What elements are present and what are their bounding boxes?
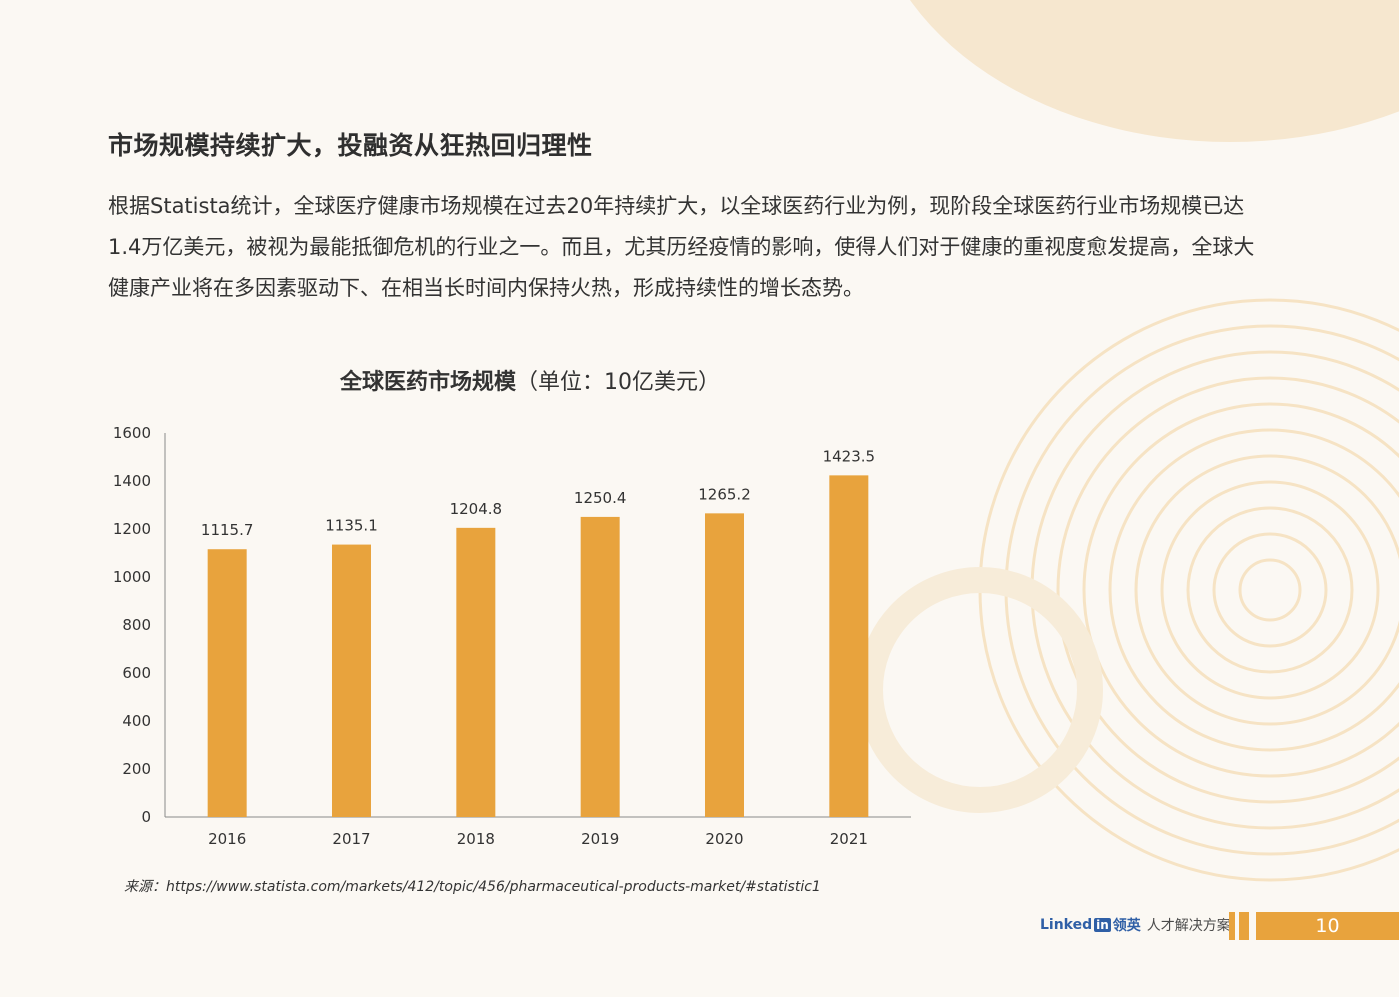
bars: 1115.7 2016 1135.1 2017 1204.8 2018 1250.4 2019… bbox=[201, 447, 875, 848]
brand-linked-text: Linked bbox=[1040, 917, 1093, 933]
page-heading: 市场规模持续扩大，投融资从狂热回归理性 bbox=[108, 131, 593, 160]
x-tick-label-2020: 2020 bbox=[705, 830, 743, 848]
brand-cn-text: 领英 bbox=[1112, 918, 1141, 934]
bar-2020 bbox=[705, 513, 744, 817]
x-tick-label-2017: 2017 bbox=[332, 830, 370, 848]
bar-2017 bbox=[332, 544, 371, 817]
y-tick-label-4: 800 bbox=[122, 616, 151, 634]
x-tick-label-2021: 2021 bbox=[830, 830, 868, 848]
intro-paragraph: 根据Statista统计，全球医疗健康市场规模在过去20年持续扩大，以全球医药行… bbox=[108, 194, 1255, 300]
bar-2018 bbox=[456, 527, 496, 817]
y-tick-label-5: 1000 bbox=[113, 568, 151, 586]
y-tick-label-2: 400 bbox=[122, 712, 151, 730]
chart-title: 全球医药市场规模（单位：10亿美元） bbox=[340, 364, 720, 396]
data-label-2019: 1250.4 bbox=[574, 489, 627, 507]
y-axis-ticks: 0 200 400 600 800 1000 1200 1400 1600 bbox=[113, 424, 151, 826]
page-number: 10 bbox=[1256, 912, 1399, 940]
data-label-2018: 1204.8 bbox=[450, 500, 503, 518]
y-tick-label-6: 1200 bbox=[113, 520, 151, 538]
linkedin-in-icon: in bbox=[1094, 918, 1111, 932]
chart-title-main: 全球医药市场规模 bbox=[340, 370, 517, 395]
source-note: 来源：https://www.statista.com/markets/412/… bbox=[124, 879, 821, 895]
brand-tagline: 人才解决方案 bbox=[1146, 918, 1231, 934]
y-tick-label-0: 0 bbox=[141, 808, 151, 826]
data-label-2016: 1115.7 bbox=[201, 521, 254, 539]
data-label-2021: 1423.5 bbox=[823, 447, 876, 465]
y-tick-label-7: 1400 bbox=[113, 472, 151, 490]
data-label-2020: 1265.2 bbox=[698, 485, 751, 503]
data-label-2017: 1135.1 bbox=[325, 517, 378, 535]
concentric-rings bbox=[857, 298, 1399, 882]
chart-title-unit: （单位：10亿美元） bbox=[516, 370, 721, 395]
x-tick-label-2016: 2016 bbox=[208, 830, 246, 848]
top-right-blob bbox=[910, 0, 1399, 142]
y-tick-label-3: 600 bbox=[122, 664, 151, 682]
bar-2021 bbox=[829, 475, 869, 817]
y-tick-label-1: 200 bbox=[122, 760, 151, 778]
y-tick-label-8: 1600 bbox=[113, 424, 151, 442]
x-tick-label-2018: 2018 bbox=[457, 830, 495, 848]
bar-2019 bbox=[580, 516, 620, 817]
linkedin-brand: Linked in 领英 人才解决方案 bbox=[1040, 915, 1231, 935]
x-tick-label-2019: 2019 bbox=[581, 830, 619, 848]
bar-2016 bbox=[207, 549, 247, 817]
